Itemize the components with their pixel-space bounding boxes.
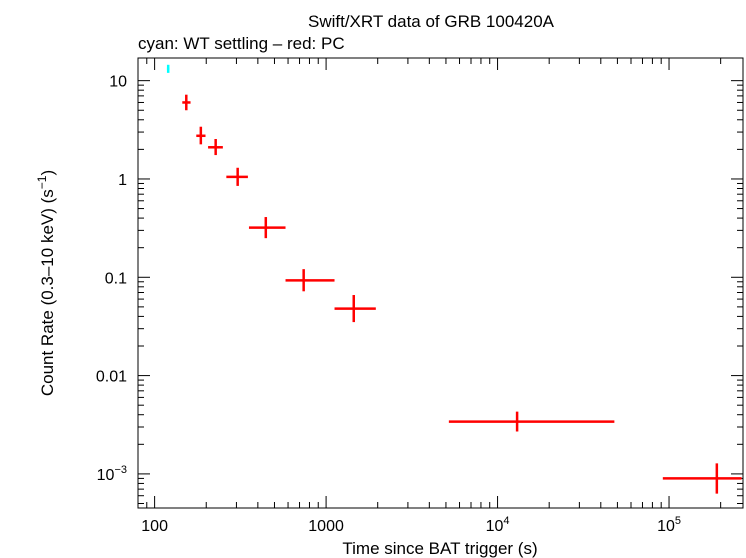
data-point [448, 411, 615, 432]
y-tick-label: 10 [109, 74, 127, 91]
chart-subtitle: cyan: WT settling – red: PC [138, 34, 345, 53]
y-axis-label-exp: −1 [35, 175, 49, 189]
series-wt-settling [166, 64, 170, 73]
y-tick-label: 0.01 [96, 369, 127, 386]
y-tick-label: 1 [118, 172, 127, 189]
data-points [166, 64, 742, 494]
series-pc [182, 94, 742, 494]
data-point [248, 217, 286, 239]
y-axis-label-close: ) [38, 170, 57, 176]
y-tick-label-base: 10 [97, 467, 115, 484]
data-point [334, 295, 376, 323]
data-point [196, 126, 206, 145]
data-point [166, 64, 170, 73]
y-tick-label-exp: −3 [114, 464, 127, 476]
y-tick-label: 10−3 [97, 464, 127, 484]
axis-ticks [137, 58, 743, 508]
y-tick-label-base: 0.01 [96, 369, 127, 386]
x-axis-label: Time since BAT trigger (s) [342, 539, 537, 558]
data-point [226, 167, 248, 186]
x-tick-label-base: 10 [657, 518, 675, 535]
data-point [208, 139, 223, 156]
x-tick-label: 1000 [308, 518, 344, 535]
chart-title: Swift/XRT data of GRB 100420A [308, 12, 555, 31]
y-tick-label-base: 1 [118, 172, 127, 189]
x-tick-label-base: 10 [486, 518, 504, 535]
data-point [662, 463, 742, 494]
plot-frame [137, 57, 744, 509]
x-tick-label: 100 [141, 518, 168, 535]
y-tick-label-base: 10 [109, 74, 127, 91]
data-point [285, 269, 335, 292]
y-axis-label-main: Count Rate (0.3–10 keV) (s [38, 189, 57, 396]
x-tick-label-exp: 5 [675, 515, 681, 527]
y-axis-label: Count Rate (0.3–10 keV) (s−1) [35, 170, 57, 396]
x-tick-label: 105 [657, 515, 681, 535]
x-tick-label: 104 [486, 515, 510, 535]
data-point [182, 94, 191, 111]
x-tick-label-exp: 4 [503, 515, 509, 527]
x-tick-label-base: 1000 [308, 518, 344, 535]
y-tick-label-base: 0.1 [105, 270, 127, 287]
x-tick-label-base: 100 [141, 518, 168, 535]
y-tick-label: 0.1 [105, 270, 127, 287]
